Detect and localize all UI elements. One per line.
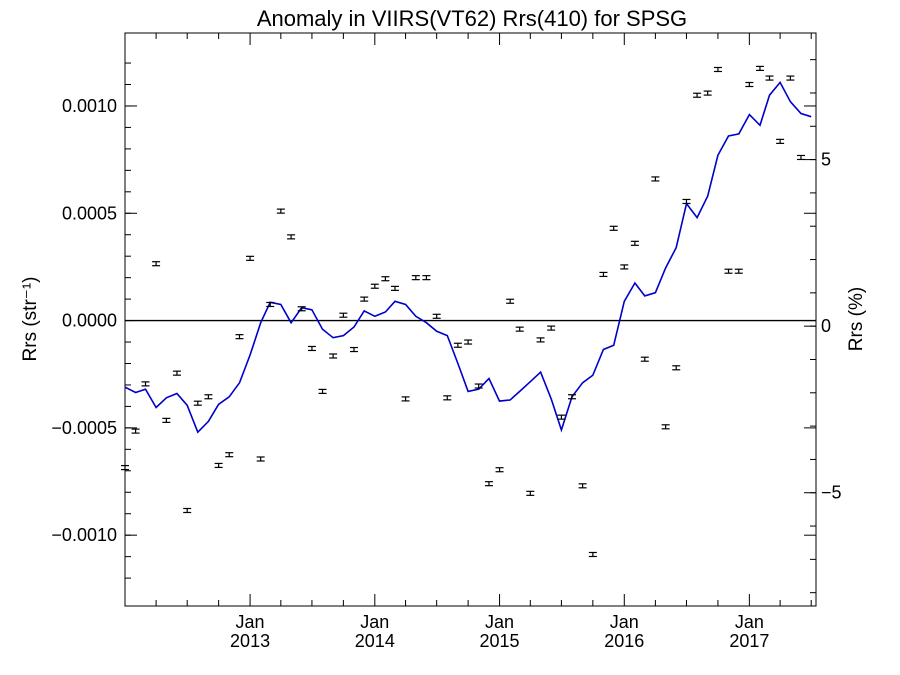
data-point — [453, 342, 462, 348]
data-point — [693, 92, 702, 98]
y-tick-label-left: 0.0000 — [62, 311, 117, 331]
series-line — [124, 80, 812, 434]
y-tick-label-right: 0 — [821, 316, 831, 336]
data-point — [651, 176, 660, 182]
data-point — [609, 225, 618, 231]
data-point — [339, 312, 348, 318]
axes-layer: 0.00100.00050.0000−0.0005−0.001050−5Jan2… — [51, 33, 842, 651]
data-point — [204, 394, 213, 400]
data-point — [599, 271, 608, 278]
data-point — [276, 208, 285, 214]
data-point — [432, 313, 441, 319]
data-point — [318, 388, 327, 394]
x-tick-label-year: 2017 — [729, 631, 769, 651]
x-tick-label-month: Jan — [236, 612, 265, 632]
plot-frame — [124, 32, 817, 607]
y-axis-label-right: Rrs (%) — [846, 287, 867, 351]
data-point — [588, 551, 597, 558]
data-point — [307, 345, 316, 352]
data-point — [411, 275, 420, 281]
data-point — [515, 326, 524, 332]
data-point — [713, 66, 722, 73]
data-point — [381, 276, 390, 282]
data-point — [755, 65, 764, 72]
data-point — [557, 414, 566, 420]
data-point — [796, 154, 805, 161]
data-point — [745, 81, 754, 88]
chart-title: Anomaly in VIIRS(VT62) Rrs(410) for SPSG — [257, 6, 687, 31]
data-point — [703, 90, 712, 96]
x-tick-label-month: Jan — [610, 612, 639, 632]
data-point — [235, 334, 244, 340]
data-point — [329, 353, 338, 359]
data-point — [121, 464, 129, 471]
data-point — [172, 370, 181, 376]
data-point — [214, 462, 223, 469]
data-point — [370, 283, 379, 289]
x-tick-label-month: Jan — [360, 612, 389, 632]
data-point — [526, 490, 535, 496]
data-point — [390, 285, 399, 291]
data-point — [152, 261, 161, 267]
data-point — [495, 467, 504, 473]
x-tick-label-year: 2016 — [604, 631, 644, 651]
data-point — [162, 417, 171, 423]
data-point — [360, 296, 369, 302]
data-point — [297, 306, 306, 312]
x-tick-label-month: Jan — [735, 612, 764, 632]
data-point — [266, 301, 275, 308]
series-points-layer — [121, 65, 805, 558]
data-point — [640, 356, 649, 362]
data-point — [256, 456, 265, 462]
x-tick-label-year: 2015 — [480, 631, 520, 651]
data-point — [141, 381, 150, 387]
x-tick-label-year: 2013 — [230, 631, 270, 651]
y-tick-label-left: 0.0010 — [62, 96, 117, 116]
data-point — [287, 234, 296, 240]
y-tick-label-right: −5 — [821, 483, 842, 503]
y-tick-label-left: −0.0010 — [51, 525, 117, 545]
data-point — [724, 268, 733, 274]
data-point — [349, 346, 358, 353]
data-point — [401, 396, 410, 402]
series-line-layer — [124, 80, 812, 434]
y-tick-label-left: −0.0005 — [51, 418, 117, 438]
data-point — [776, 138, 785, 144]
data-point — [536, 337, 545, 343]
y-tick-label-right: 5 — [821, 150, 831, 170]
data-point — [682, 198, 691, 205]
data-point — [567, 394, 576, 400]
data-point — [246, 255, 255, 261]
data-point — [193, 400, 202, 406]
data-point — [786, 75, 795, 81]
data-point — [422, 275, 431, 281]
data-point — [474, 383, 483, 389]
y-axis-label-left: Rrs (str⁻¹) — [20, 277, 41, 362]
data-point — [443, 395, 452, 401]
data-point — [734, 268, 743, 274]
data-point — [506, 298, 515, 304]
data-point — [225, 452, 234, 458]
data-point — [578, 483, 587, 489]
data-point — [131, 428, 140, 434]
x-tick-label-year: 2014 — [355, 631, 395, 651]
data-point — [620, 264, 629, 270]
data-point — [661, 424, 670, 430]
data-point — [630, 240, 639, 246]
data-point — [183, 507, 192, 514]
data-point — [765, 75, 774, 81]
data-point — [464, 339, 473, 345]
y-tick-label-left: 0.0005 — [62, 203, 117, 223]
x-tick-label-month: Jan — [485, 612, 514, 632]
data-point — [547, 325, 556, 331]
data-point — [484, 481, 493, 487]
data-point — [672, 365, 681, 371]
